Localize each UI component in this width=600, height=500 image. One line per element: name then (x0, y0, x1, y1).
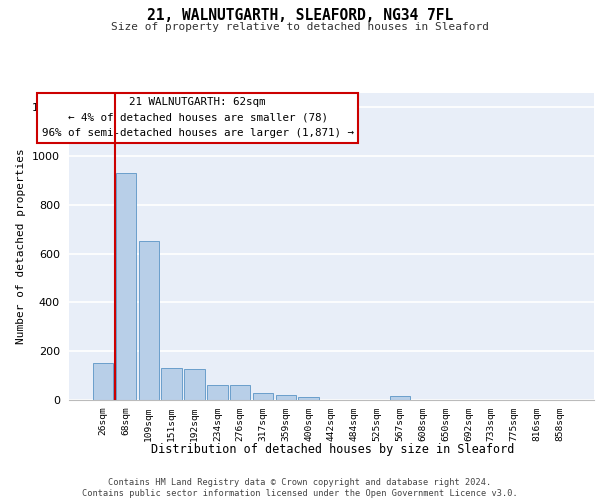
Bar (298, 397, 319, 400)
Bar (275, 395, 296, 400)
Text: Distribution of detached houses by size in Sleaford: Distribution of detached houses by size … (151, 442, 515, 456)
Bar (93, 363, 113, 400)
Bar (253, 392, 273, 400)
Bar (161, 368, 182, 400)
Bar (184, 369, 205, 400)
Text: 21 WALNUTGARTH: 62sqm
← 4% of detached houses are smaller (78)
96% of semi-detac: 21 WALNUTGARTH: 62sqm ← 4% of detached h… (41, 97, 353, 138)
Text: Contains HM Land Registry data © Crown copyright and database right 2024.
Contai: Contains HM Land Registry data © Crown c… (82, 478, 518, 498)
Bar (139, 242, 159, 400)
Bar (116, 173, 136, 400)
Text: Size of property relative to detached houses in Sleaford: Size of property relative to detached ho… (111, 22, 489, 32)
Y-axis label: Number of detached properties: Number of detached properties (16, 148, 26, 344)
Bar (230, 386, 250, 400)
Bar (207, 385, 227, 400)
Bar (390, 396, 410, 400)
Text: 21, WALNUTGARTH, SLEAFORD, NG34 7FL: 21, WALNUTGARTH, SLEAFORD, NG34 7FL (147, 8, 453, 22)
